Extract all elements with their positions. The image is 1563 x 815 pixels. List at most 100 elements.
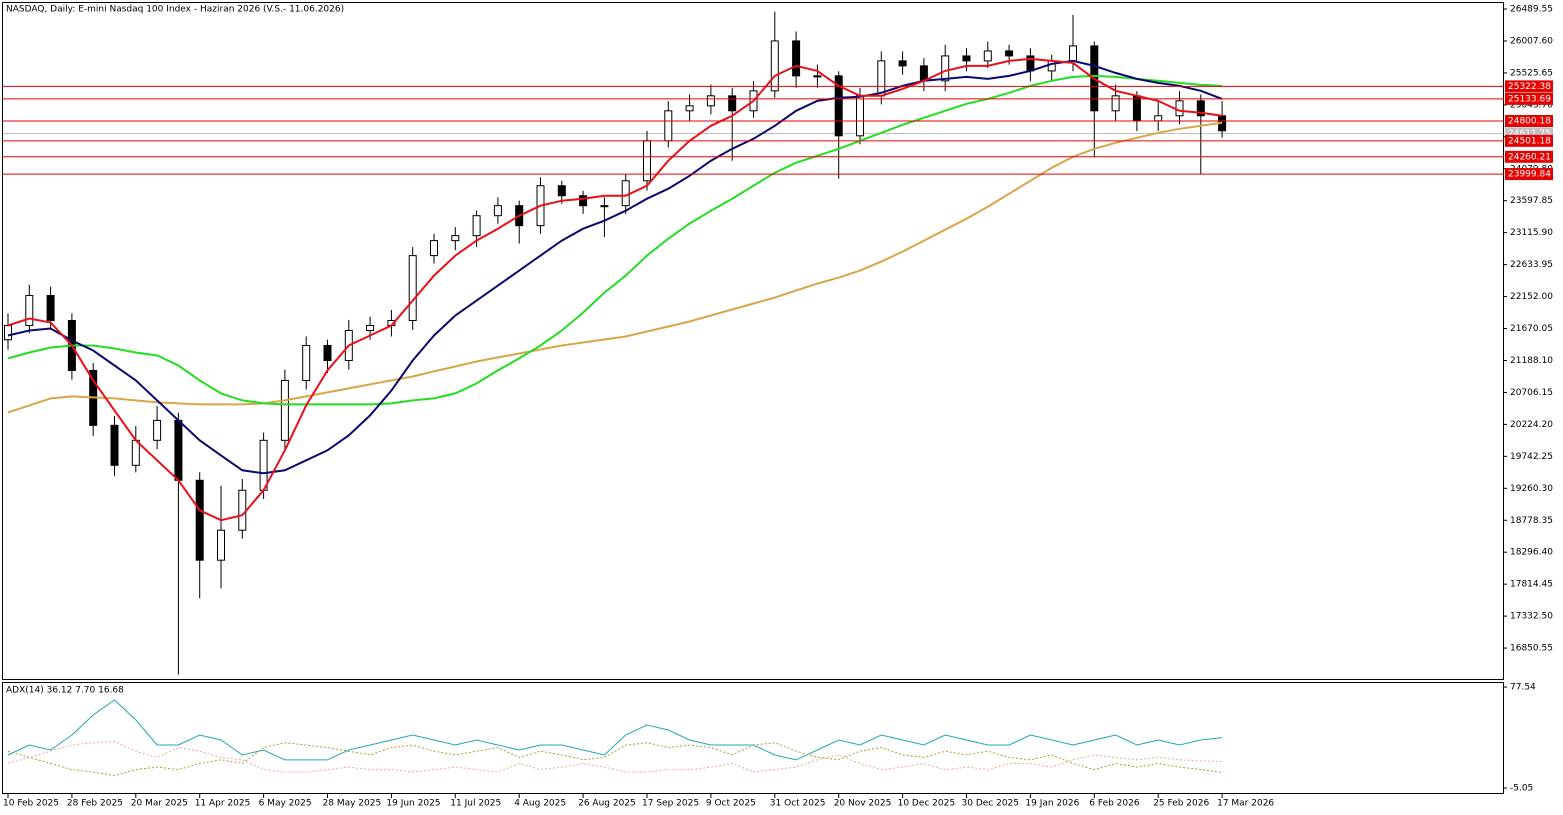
candle-body: [834, 75, 843, 137]
candle-body: [856, 95, 864, 137]
x-tick-label: 6 Feb 2026: [1089, 799, 1140, 809]
x-tick-label: 10 Feb 2025: [3, 799, 59, 809]
y-tick-label: -5.05: [1510, 783, 1533, 793]
level-box: [1505, 115, 1553, 128]
candle-body: [472, 215, 481, 237]
candle-body: [557, 185, 566, 197]
y-tick-label: 21670.05: [1510, 324, 1553, 334]
candle-body: [46, 295, 55, 322]
candle-body: [366, 324, 375, 332]
candle-body: [451, 235, 460, 242]
candle-body: [600, 205, 609, 208]
y-tick-label: 26007.60: [1510, 36, 1553, 46]
candle-body: [493, 205, 502, 217]
y-tick-label: 17332.50: [1510, 612, 1553, 622]
candle-body: [195, 479, 204, 561]
candle-body: [259, 439, 268, 491]
candle-body: [110, 424, 119, 466]
candle-body: [217, 529, 225, 561]
x-tick-label: 28 Feb 2025: [67, 799, 123, 809]
candle-body: [25, 295, 34, 327]
x-tick-label: 10 Dec 2025: [898, 799, 956, 809]
x-tick-label: 28 May 2025: [323, 799, 382, 809]
level-label: 25133.69: [1508, 94, 1551, 104]
x-tick-label: 19 Jan 2026: [1025, 799, 1079, 809]
level-label: 23999.84: [1508, 170, 1551, 180]
candle-body: [643, 140, 651, 182]
candle-body: [706, 95, 715, 107]
level-box: [1505, 150, 1553, 163]
chart-title: NASDAQ, Daily: E-mini Nasdaq 100 Index -…: [6, 5, 344, 15]
x-tick-label: 20 Mar 2025: [131, 799, 188, 809]
candle-body: [898, 60, 907, 67]
y-tick-label: 22152.00: [1510, 292, 1553, 302]
y-tick-label: 18778.35: [1510, 516, 1553, 526]
candle-body: [1047, 60, 1056, 72]
candle-body: [238, 489, 247, 531]
candle-body: [813, 75, 822, 78]
y-tick-label: 20706.15: [1510, 388, 1553, 398]
candle-body: [941, 55, 950, 82]
y-tick-label: 77.54: [1510, 682, 1536, 692]
last-price-label: 24611.75: [1508, 129, 1551, 139]
y-tick-label: 26489.55: [1510, 4, 1553, 14]
indicator-title: ADX(14) 36.12 7.70 16.68: [6, 686, 124, 696]
ma-line: [7, 59, 1223, 475]
candle-body: [770, 40, 779, 92]
last-price-box: [1505, 127, 1553, 140]
candle-body: [1175, 100, 1184, 117]
y-tick-label: 19260.30: [1510, 484, 1553, 494]
y-tick-label: 19742.25: [1510, 452, 1553, 462]
ma-line: [7, 74, 1223, 406]
candle-body: [4, 325, 12, 341]
level-label: 25322.38: [1508, 82, 1551, 92]
candle-body: [323, 345, 332, 361]
y-tick-label: 25525.65: [1510, 68, 1553, 78]
candle-body: [302, 345, 311, 381]
candle-body: [280, 379, 289, 441]
level-label: 24800.18: [1508, 117, 1551, 127]
candle-body: [579, 195, 588, 207]
candle-body: [792, 40, 801, 77]
candle-body: [430, 240, 438, 257]
y-tick-label: 23597.85: [1510, 196, 1553, 206]
y-tick-label: 17814.45: [1510, 580, 1553, 590]
level-box: [1505, 168, 1553, 181]
candle-body: [408, 255, 417, 322]
x-tick-label: 25 Feb 2026: [1153, 799, 1209, 809]
x-tick-label: 17 Mar 2026: [1217, 799, 1274, 809]
candle-body: [131, 439, 140, 466]
level-box: [1505, 92, 1553, 105]
candle-body: [962, 55, 971, 62]
level-box: [1505, 80, 1553, 93]
candle-body: [1196, 100, 1205, 117]
x-tick-label: 20 Nov 2025: [834, 799, 892, 809]
candle-body: [877, 60, 886, 97]
y-tick-label: 16850.55: [1510, 644, 1553, 654]
candle-body: [664, 110, 673, 142]
level-label: 24260.21: [1508, 152, 1551, 162]
ma-line: [7, 121, 1223, 414]
ma-line: [7, 740, 1223, 773]
y-tick-label: 25043.70: [1510, 100, 1553, 110]
x-tick-label: 6 May 2025: [259, 799, 312, 809]
level-box: [1505, 134, 1553, 147]
ma-line: [7, 742, 1223, 777]
candle-body: [983, 50, 992, 62]
x-tick-label: 11 Jul 2025: [450, 799, 501, 809]
x-tick-label: 26 Aug 2025: [578, 799, 636, 809]
x-tick-label: 31 Oct 2025: [770, 799, 826, 809]
y-tick-label: 22633.95: [1510, 260, 1553, 270]
candle-body: [1069, 45, 1077, 62]
x-tick-label: 30 Dec 2025: [962, 799, 1020, 809]
candle-body: [728, 95, 737, 112]
adx-panel: [2, 682, 1504, 794]
y-tick-label: 20224.20: [1510, 420, 1553, 430]
ma-line: [7, 57, 1223, 522]
candle-body: [685, 105, 694, 112]
candle-body: [1132, 95, 1141, 122]
candle-body: [174, 419, 183, 481]
x-tick-label: 17 Sep 2025: [642, 799, 699, 809]
